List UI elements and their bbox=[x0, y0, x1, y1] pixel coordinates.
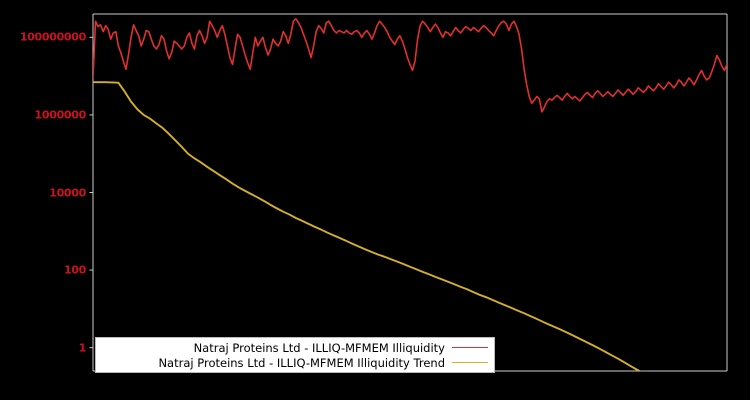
trend-line bbox=[93, 81, 642, 371]
y-tick-label: 1 bbox=[78, 341, 87, 355]
y-tick-label: 100000000 bbox=[19, 30, 86, 44]
plot-area-background bbox=[93, 14, 727, 371]
legend-swatch-trend bbox=[452, 362, 488, 363]
illiquidity-line bbox=[93, 18, 727, 113]
legend-swatch-illiquidity bbox=[452, 347, 488, 348]
y-axis-ticks bbox=[89, 36, 93, 349]
y-tick-label: 1000000 bbox=[34, 108, 87, 122]
y-tick-label: 10000 bbox=[49, 186, 86, 199]
legend-label-illiquidity: Natraj Proteins Ltd - ILLIQ-MFMEM Illiqu… bbox=[193, 340, 445, 355]
legend-item-trend: Natraj Proteins Ltd - ILLIQ-MFMEM Illiqu… bbox=[102, 355, 488, 370]
legend-item-illiquidity: Natraj Proteins Ltd - ILLIQ-MFMEM Illiqu… bbox=[102, 340, 488, 355]
series-lines bbox=[93, 18, 727, 371]
y-tick-label: 100 bbox=[63, 263, 86, 277]
legend-label-trend: Natraj Proteins Ltd - ILLIQ-MFMEM Illiqu… bbox=[158, 355, 445, 370]
chart-legend: Natraj Proteins Ltd - ILLIQ-MFMEM Illiqu… bbox=[95, 337, 495, 373]
